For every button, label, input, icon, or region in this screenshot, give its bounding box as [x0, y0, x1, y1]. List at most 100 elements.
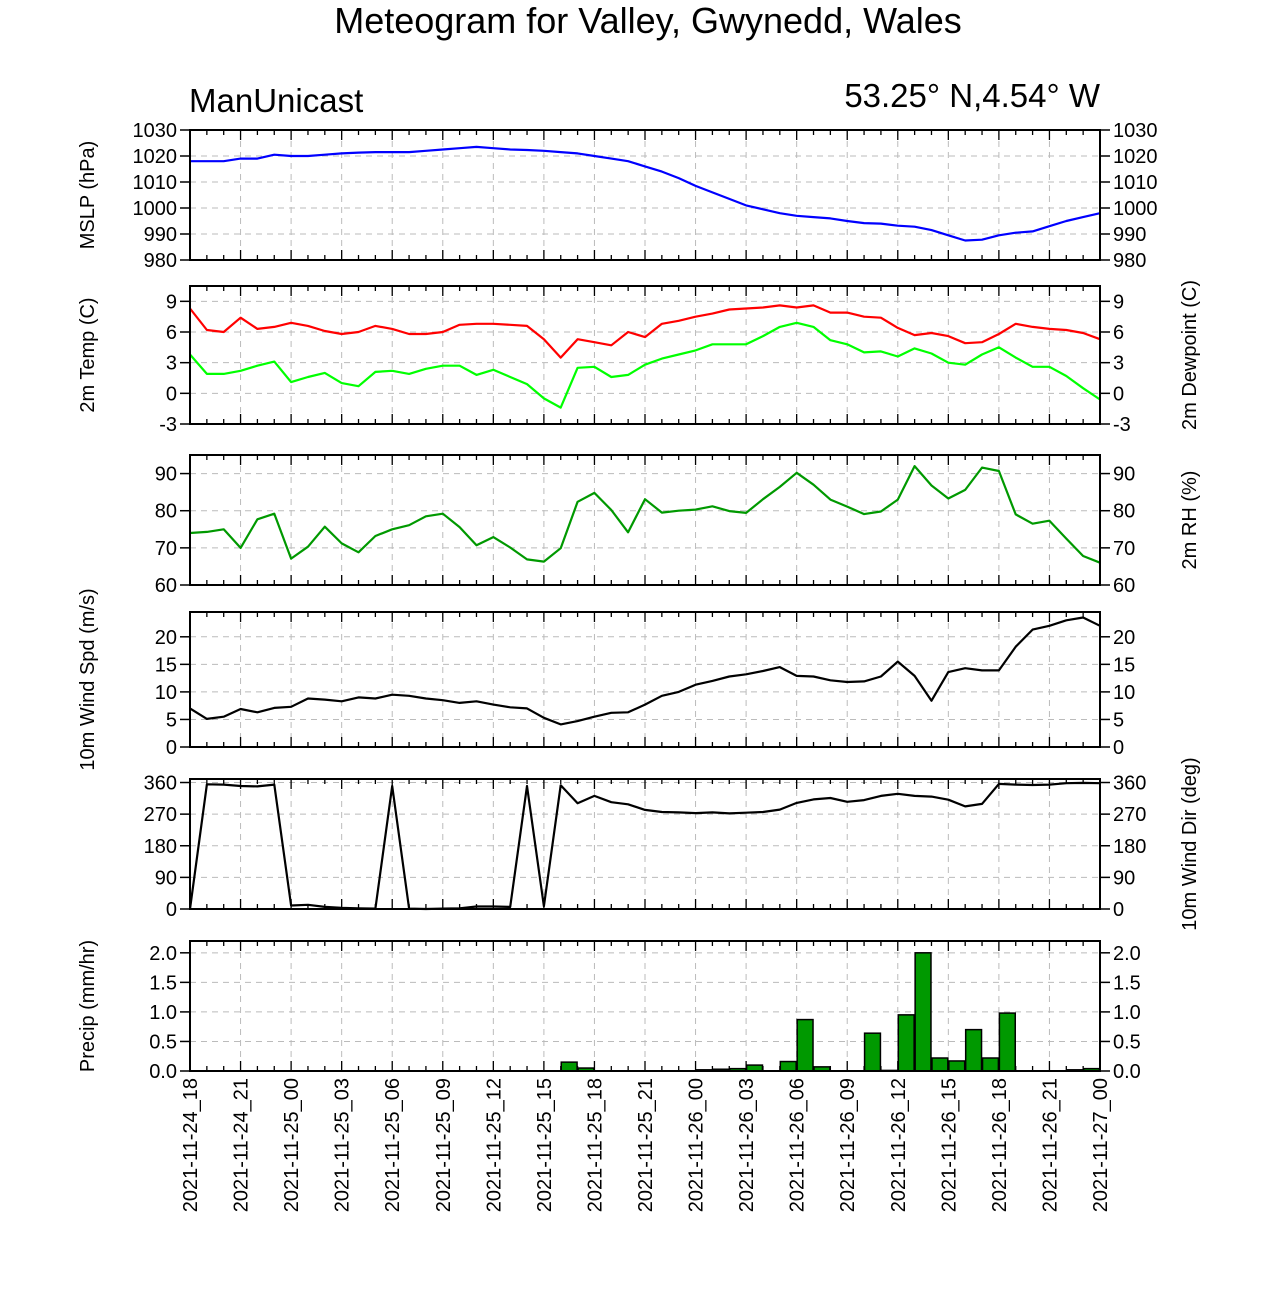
- panel-wind_speed: 0 0 5 5 10 10 15 15 20 20 10m Wind Spd (m/s): [77, 588, 1135, 770]
- y-axis-title-right: 10m Wind Dir (deg): [1179, 757, 1201, 930]
- y-tick-label-left: 6: [166, 322, 177, 344]
- precip-bar: [931, 1057, 949, 1072]
- y-tick-label-right: 270: [1113, 804, 1146, 826]
- y-tick-label-left: 5: [166, 709, 177, 731]
- y-tick-label-right: 980: [1113, 250, 1146, 272]
- x-tick-label: 2021-11-25_09: [433, 1078, 455, 1212]
- y-tick-label-left: 60: [155, 575, 177, 597]
- y-tick-label-right: 20: [1113, 627, 1135, 649]
- y-tick-label-right: 90: [1113, 867, 1135, 889]
- x-tick-label: 2021-11-25_18: [584, 1078, 606, 1212]
- model-label: ManUnicast: [189, 82, 363, 119]
- y-tick-label-left: -3: [159, 414, 177, 436]
- y-tick-label-left: 80: [155, 501, 177, 523]
- y-tick-label-right: 0.5: [1113, 1031, 1141, 1053]
- y-tick-label-right: 1020: [1113, 146, 1158, 168]
- y-tick-label-right: 990: [1113, 224, 1146, 246]
- y-tick-label-left: 2.0: [149, 943, 177, 965]
- x-tick-label: 2021-11-26_21: [1039, 1078, 1061, 1212]
- series-line-rh-0: [189, 465, 1101, 564]
- y-tick-label-left: 1030: [133, 120, 178, 142]
- y-tick-label-left: 9: [166, 291, 177, 313]
- y-axis-title-left: 2m Temp (C): [77, 297, 99, 412]
- y-axis-title-left: 10m Wind Spd (m/s): [77, 588, 99, 770]
- series-line-mslp-0: [190, 145, 1101, 242]
- precip-bar: [914, 952, 932, 1072]
- y-tick-label-right: 90: [1113, 464, 1135, 486]
- precip-bar: [779, 1060, 797, 1072]
- y-tick-label-right: 80: [1113, 501, 1135, 523]
- x-tick-label: 2021-11-25_06: [382, 1078, 404, 1212]
- y-tick-label-right: 3: [1113, 353, 1124, 375]
- x-tick-label: 2021-11-25_12: [483, 1078, 505, 1212]
- y-tick-label-right: -3: [1113, 414, 1131, 436]
- y-axis-title-left: MSLP (hPa): [77, 141, 99, 250]
- x-tick-label: 2021-11-25_03: [332, 1078, 354, 1212]
- y-tick-label-right: 0: [1113, 899, 1124, 921]
- y-axis-title-right: 2m Dewpoint (C): [1179, 280, 1201, 430]
- y-tick-label-right: 2.0: [1113, 943, 1141, 965]
- chart-title: Meteogram for Valley, Gwynedd, Wales: [334, 0, 962, 41]
- panel-precipitation: 0.0 0.0 0.5 0.5 1.0 1.0 1.5 1.5 2.0 2.0 Precip (mm…: [77, 940, 1141, 1083]
- panel-temperature: -3 -3 0 0 3 3 6 6 9 9 2m Temp (C) 2m Dewpoint (C): [77, 280, 1201, 436]
- y-tick-label-right: 6: [1113, 322, 1124, 344]
- x-tick-label: 2021-11-26_12: [888, 1078, 910, 1212]
- y-tick-label-right: 0.0: [1113, 1061, 1141, 1083]
- x-tick-label: 2021-11-26_03: [736, 1078, 758, 1212]
- y-axis-title-left: Precip (mm/hr): [77, 940, 99, 1072]
- y-tick-label-right: 1010: [1113, 172, 1158, 194]
- precip-bar: [948, 1060, 966, 1072]
- y-tick-label-right: 15: [1113, 654, 1135, 676]
- y-tick-label-left: 70: [155, 538, 177, 560]
- y-tick-label-left: 1020: [133, 146, 178, 168]
- series-line-temperature-1: [189, 321, 1101, 409]
- x-tick-label: 2021-11-26_18: [989, 1078, 1011, 1212]
- y-tick-label-right: 1030: [1113, 120, 1158, 142]
- y-tick-label-left: 15: [155, 654, 177, 676]
- panel-rh: 60 60 70 70 80 80 90 90 2m RH (%): [155, 454, 1201, 597]
- x-tick-label: 2021-11-24_18: [180, 1078, 202, 1212]
- y-tick-label-left: 1000: [133, 198, 178, 220]
- y-tick-label-left: 10: [155, 682, 177, 704]
- y-tick-label-right: 1.0: [1113, 1002, 1141, 1024]
- y-tick-label-left: 90: [155, 464, 177, 486]
- y-tick-label-left: 0: [166, 737, 177, 759]
- y-tick-label-left: 0.5: [149, 1031, 177, 1053]
- y-tick-label-right: 1.5: [1113, 972, 1141, 994]
- precip-bar: [964, 1028, 983, 1072]
- y-tick-label-left: 180: [144, 836, 177, 858]
- y-tick-label-left: 1.0: [149, 1002, 177, 1024]
- x-tick-label: 2021-11-24_21: [231, 1078, 253, 1212]
- y-tick-label-left: 0: [166, 383, 177, 405]
- precip-bar: [796, 1018, 814, 1072]
- precip-bar: [863, 1032, 882, 1072]
- y-tick-label-left: 1.5: [149, 972, 177, 994]
- y-tick-label-right: 70: [1113, 538, 1135, 560]
- y-tick-label-left: 980: [144, 250, 177, 272]
- y-tick-label-left: 0.0: [149, 1061, 177, 1083]
- y-tick-label-left: 90: [155, 867, 177, 889]
- precip-bar: [560, 1061, 578, 1072]
- y-tick-label-right: 360: [1113, 773, 1146, 795]
- series-line-temperature-0: [189, 304, 1101, 359]
- y-tick-label-left: 270: [144, 804, 177, 826]
- x-tick-label: 2021-11-25_21: [635, 1078, 657, 1212]
- x-tick-label: 2021-11-26_09: [837, 1078, 859, 1212]
- y-tick-label-right: 60: [1113, 575, 1135, 597]
- x-tick-label: 2021-11-25_00: [281, 1078, 303, 1212]
- precip-bar: [998, 1012, 1016, 1072]
- x-tick-label: 2021-11-25_15: [534, 1078, 556, 1212]
- y-tick-label-left: 3: [166, 353, 177, 375]
- y-tick-label-right: 0: [1113, 383, 1124, 405]
- y-tick-label-left: 360: [144, 773, 177, 795]
- y-tick-label-right: 0: [1113, 737, 1124, 759]
- y-tick-label-left: 20: [155, 627, 177, 649]
- y-tick-label-right: 10: [1113, 682, 1135, 704]
- series-line-wind_speed-0: [189, 616, 1101, 726]
- y-tick-label-left: 1010: [133, 172, 178, 194]
- y-tick-label-left: 0: [166, 899, 177, 921]
- y-tick-label-right: 9: [1113, 291, 1124, 313]
- y-tick-label-right: 180: [1113, 836, 1146, 858]
